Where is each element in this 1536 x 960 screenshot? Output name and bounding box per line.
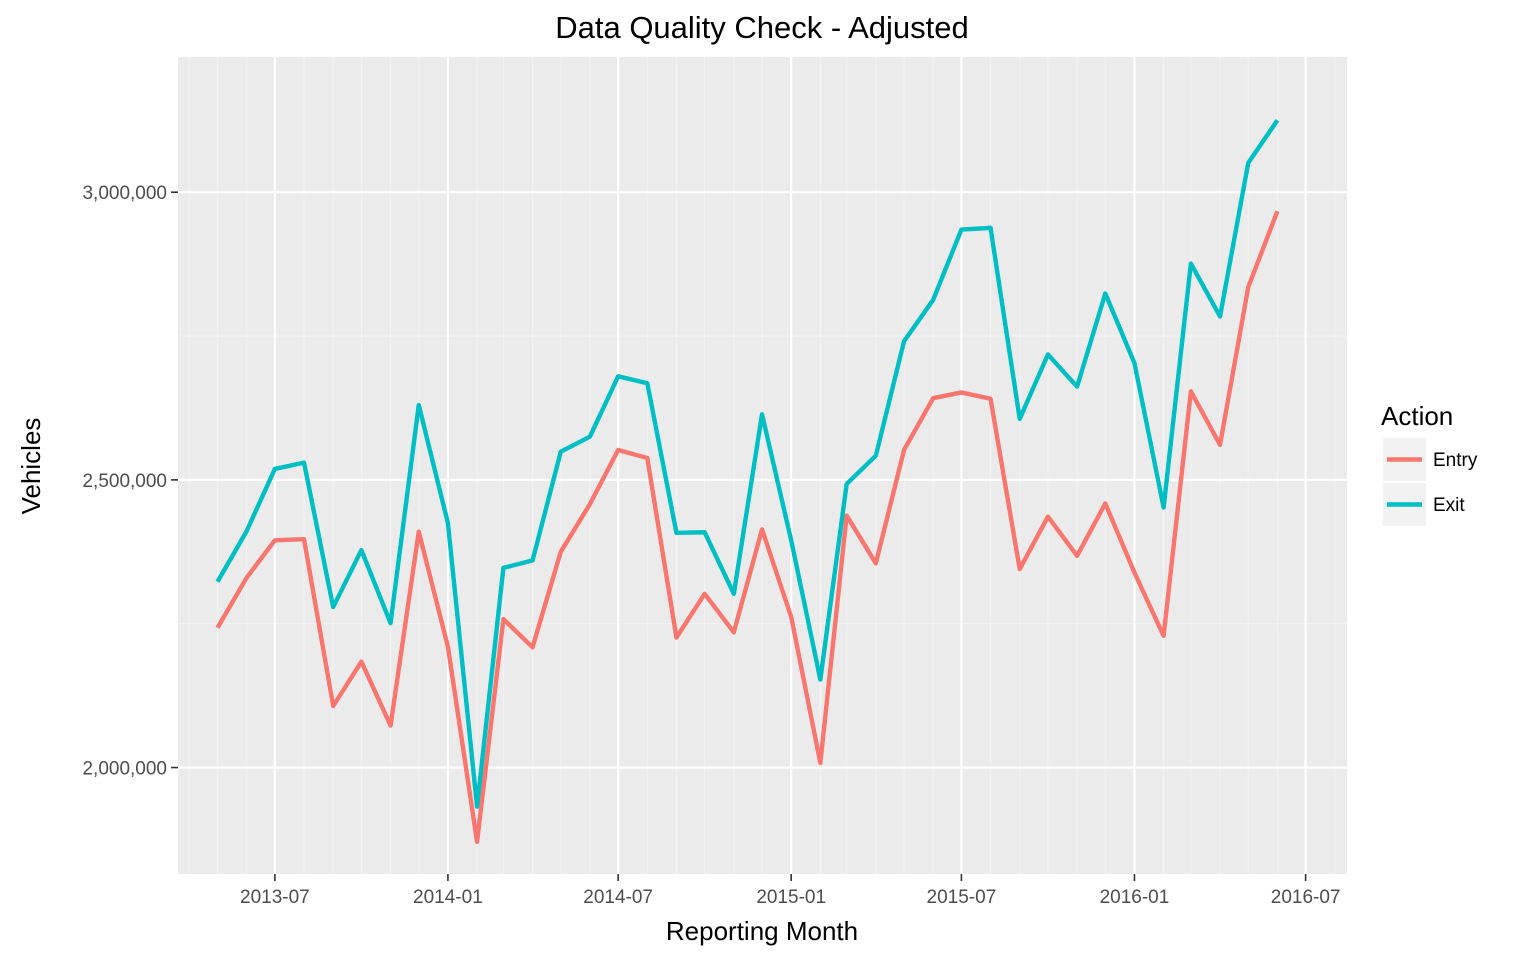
y-tick-label: 2,500,000 — [82, 471, 167, 492]
chart-title: Data Quality Check - Adjusted — [555, 10, 969, 45]
y-axis: 2,000,000 2,500,000 3,000,000 — [82, 183, 178, 780]
x-tick-label: 2014-01 — [413, 887, 483, 908]
y-axis-title: Vehicles — [16, 418, 46, 515]
series-layer — [215, 119, 1280, 844]
series-line-entry — [215, 210, 1280, 844]
legend-title: Action — [1381, 401, 1453, 431]
x-tick-label: 2014-07 — [583, 887, 653, 908]
x-axis-title: Reporting Month — [666, 916, 858, 946]
x-axis: 2013-07 2014-01 2014-07 2015-01 2015-07 2016-… — [240, 874, 1340, 908]
legend-label-exit: Exit — [1433, 495, 1465, 516]
legend-label-entry: Entry — [1433, 450, 1478, 471]
legend: Action Entry Exit — [1381, 401, 1478, 526]
major-gridlines — [178, 57, 1347, 874]
x-tick-label: 2015-01 — [756, 887, 826, 908]
y-tick-label: 3,000,000 — [82, 183, 167, 204]
x-tick-label: 2015-07 — [927, 887, 997, 908]
x-tick-label: 2013-07 — [240, 887, 310, 908]
y-tick-label: 2,000,000 — [82, 759, 167, 780]
x-tick-label: 2016-07 — [1271, 887, 1341, 908]
x-tick-label: 2016-01 — [1100, 887, 1170, 908]
series-line-exit — [215, 119, 1280, 809]
